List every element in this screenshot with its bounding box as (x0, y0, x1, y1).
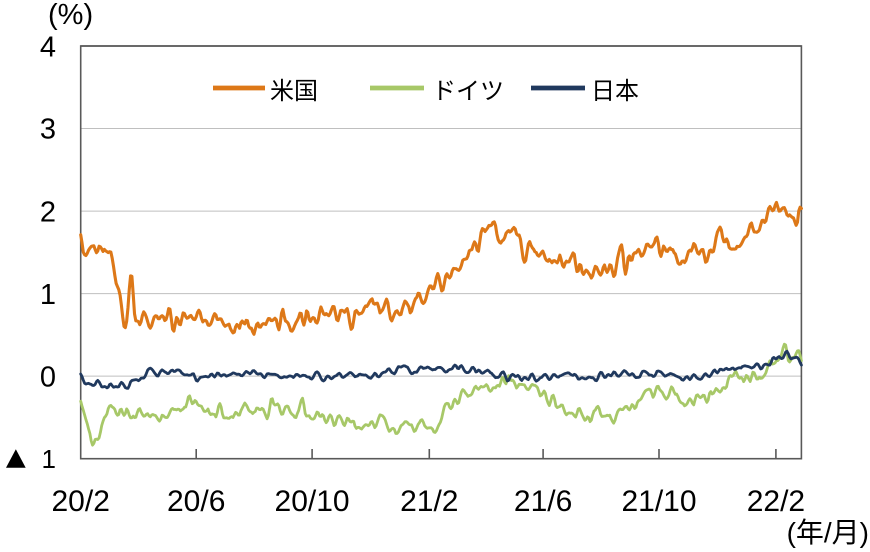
svg-text:(%): (%) (48, 0, 93, 31)
svg-text:20/2: 20/2 (52, 485, 110, 518)
svg-text:20/10: 20/10 (275, 485, 350, 518)
svg-text:(年/月): (年/月) (787, 517, 869, 548)
svg-text:22/2: 22/2 (747, 485, 805, 518)
svg-text:20/6: 20/6 (167, 485, 225, 518)
svg-text:0: 0 (40, 362, 56, 394)
svg-text:1: 1 (42, 444, 56, 474)
svg-text:21/6: 21/6 (514, 485, 572, 518)
svg-text:ドイツ: ドイツ (432, 78, 504, 105)
svg-text:日本: 日本 (591, 78, 639, 105)
svg-text:1: 1 (40, 279, 56, 311)
svg-text:21/10: 21/10 (621, 485, 696, 518)
svg-text:3: 3 (40, 114, 56, 146)
svg-text:4: 4 (40, 32, 56, 64)
svg-text:2: 2 (40, 197, 56, 229)
svg-text:米国: 米国 (270, 78, 318, 105)
svg-text:21/2: 21/2 (400, 485, 458, 518)
